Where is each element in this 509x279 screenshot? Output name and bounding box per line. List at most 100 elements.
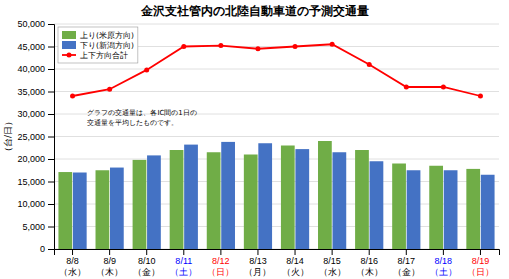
legend-label: 下り(新潟方向) <box>80 41 134 50</box>
legend-swatch <box>62 41 76 49</box>
marker <box>181 44 186 49</box>
bar <box>332 152 346 249</box>
chart: 05,00010,00015,00020,00025,00030,00035,0… <box>0 0 509 279</box>
tick: 8/12（日） <box>207 249 234 277</box>
bar <box>392 164 406 250</box>
legend-swatch <box>67 53 72 58</box>
grid-line <box>54 91 499 92</box>
tick-mark <box>48 69 54 70</box>
y-axis: 05,00010,00015,00020,00025,00030,00035,0… <box>17 19 54 254</box>
tick: 40,000 <box>17 64 54 74</box>
bar <box>370 161 384 249</box>
tick-label: 35,000 <box>17 87 45 97</box>
tick-label: 8/15（水） <box>319 256 346 276</box>
tick-label: 8/9（木） <box>96 256 123 276</box>
bar <box>244 155 258 250</box>
tick: 25,000 <box>17 132 54 142</box>
bar <box>221 142 235 249</box>
bar-series <box>73 142 495 249</box>
legend-label: 上り(米原方向) <box>80 31 134 40</box>
tick: 8/10（金） <box>133 249 160 277</box>
x-axis: 8/8（水）8/9（木）8/10（金）8/11（土）8/12（日）8/13（月）… <box>55 249 500 277</box>
bar <box>96 170 110 249</box>
tick: 8/19（日） <box>467 249 494 277</box>
grid-line <box>54 159 499 160</box>
grid-line <box>54 69 499 70</box>
marker <box>144 67 149 72</box>
tick: 20,000 <box>17 154 54 164</box>
tick-mark <box>480 249 481 255</box>
bar <box>481 175 495 249</box>
tick-mark <box>48 227 54 228</box>
tick: 45,000 <box>17 42 54 52</box>
axis-line <box>55 250 500 256</box>
tick-mark <box>48 92 54 93</box>
marker <box>478 94 483 99</box>
tick-label: 50,000 <box>17 19 45 29</box>
tick: 8/14（火） <box>282 249 309 277</box>
bar <box>184 145 198 249</box>
tick-label: 8/16（木） <box>356 256 383 276</box>
tick-mark <box>369 249 370 255</box>
tick-mark <box>48 159 54 160</box>
tick-mark <box>48 114 54 115</box>
tick-mark <box>48 249 54 250</box>
tick-mark <box>48 24 54 25</box>
tick-label: 20,000 <box>17 154 45 164</box>
tick-label: 8/18（土） <box>430 256 457 276</box>
tick-mark <box>406 249 407 255</box>
tick-mark <box>220 249 221 255</box>
bar <box>147 155 161 249</box>
plot: 05,00010,00015,00020,00025,00030,00035,0… <box>17 19 499 276</box>
bar <box>466 169 480 249</box>
marks <box>58 42 494 249</box>
legend: 上り(米原方向)下り(新潟方向)上下方向合計 <box>58 27 138 63</box>
marker <box>293 44 298 49</box>
tick-mark <box>257 249 258 255</box>
legend-item: 上下方向合計 <box>62 51 128 60</box>
tick: 8/11（土） <box>170 249 197 277</box>
tick-mark <box>295 249 296 255</box>
bar <box>318 141 332 249</box>
tick-label: 25,000 <box>17 132 45 142</box>
marker <box>367 62 372 67</box>
tick-mark <box>48 137 54 138</box>
tick-label: 8/13（月） <box>244 256 271 276</box>
bar <box>170 150 184 249</box>
tick: 8/16（木） <box>356 249 383 277</box>
tick: 10,000 <box>17 199 54 209</box>
grid <box>54 24 499 249</box>
bar <box>429 166 443 249</box>
tick: 50,000 <box>17 19 54 29</box>
bar <box>444 170 458 249</box>
marker <box>404 85 409 90</box>
tick-mark <box>443 249 444 255</box>
tick: 8/17（金） <box>393 249 420 277</box>
bar <box>295 149 309 249</box>
legend-frame <box>58 27 138 63</box>
legend-item: 上り(米原方向) <box>62 31 134 40</box>
grid-line <box>54 136 499 137</box>
tick-mark <box>48 182 54 183</box>
marker <box>330 42 335 47</box>
axis-line <box>48 25 55 250</box>
tick-mark <box>332 249 333 255</box>
tick-mark <box>183 249 184 255</box>
bar <box>58 172 72 249</box>
tick-label: 45,000 <box>17 42 45 52</box>
tick-label: 0 <box>40 244 45 254</box>
tick: 8/13（月） <box>244 249 271 277</box>
tick: 5,000 <box>22 222 54 232</box>
tick-label: 30,000 <box>17 109 45 119</box>
tick-label: 10,000 <box>17 199 45 209</box>
tick: 8/18（土） <box>430 249 457 277</box>
tick-mark <box>109 249 110 255</box>
marker <box>441 85 446 90</box>
tick-label: 5,000 <box>22 222 45 232</box>
tick-mark <box>146 249 147 255</box>
tick-label: 8/11（土） <box>170 256 197 276</box>
title: 金沢支社管内の北陸自動車道の予測交通量 <box>140 4 369 18</box>
annotation: グラフの交通量は、各IC間の1日の交通量を平均したものです。 <box>87 109 196 127</box>
y-label: （台/日） <box>3 117 13 156</box>
tick: 35,000 <box>17 87 54 97</box>
